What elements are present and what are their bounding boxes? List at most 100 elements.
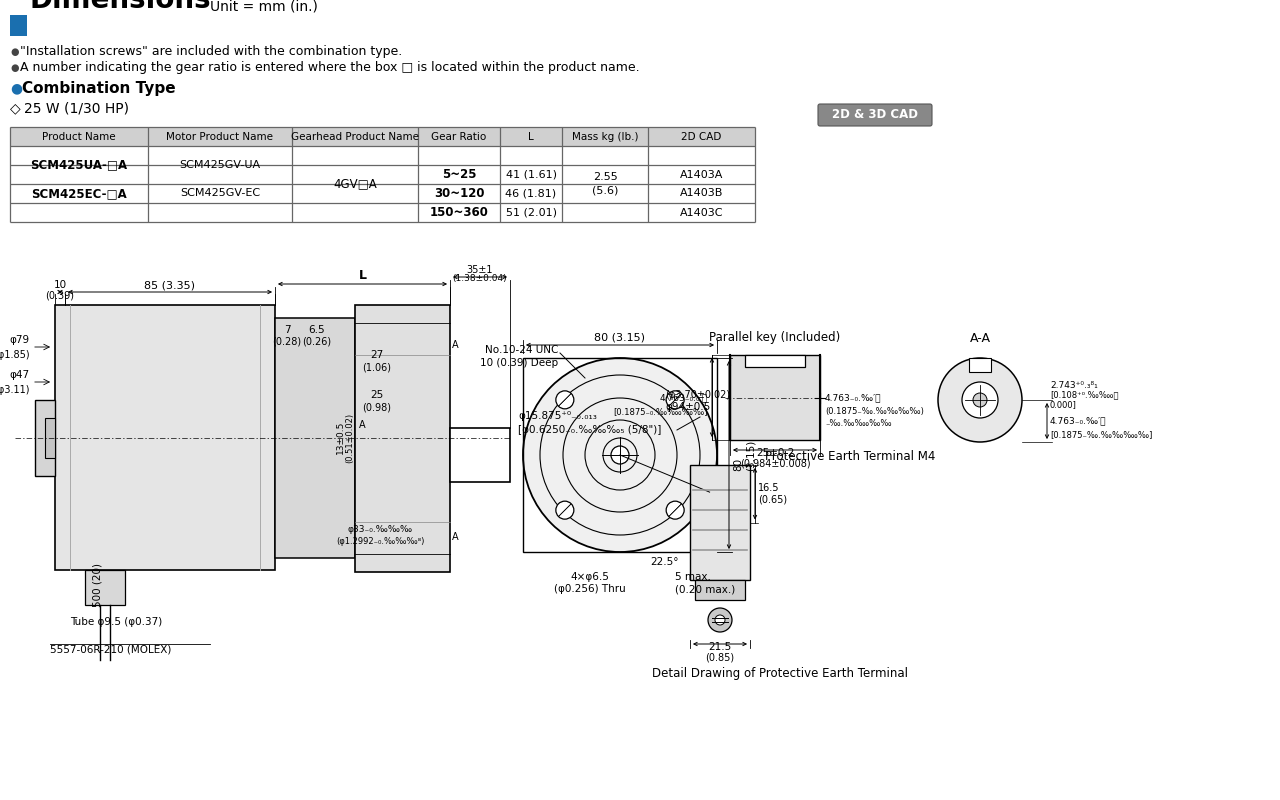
Text: 21.5: 21.5	[708, 642, 732, 652]
Text: "Installation screws" are included with the combination type.: "Installation screws" are included with …	[20, 46, 402, 58]
Text: ◇: ◇	[10, 101, 20, 115]
Text: Protective Earth Terminal M4: Protective Earth Terminal M4	[765, 450, 936, 463]
Text: (0.51±0.02): (0.51±0.02)	[346, 413, 355, 462]
Text: [φ0.6250₋₀.‰‰‰₅ (5/8")]: [φ0.6250₋₀.‰‰‰₅ (5/8")]	[518, 425, 662, 435]
Text: 4GV□A: 4GV□A	[333, 178, 376, 190]
Text: 4.763₋₀.‰′⁥: 4.763₋₀.‰′⁥	[826, 393, 882, 402]
Text: 2.55
(5.6): 2.55 (5.6)	[591, 172, 618, 196]
Text: A-A: A-A	[969, 331, 991, 345]
Bar	[730, 355, 820, 440]
Text: (φ0.256) Thru: (φ0.256) Thru	[554, 584, 626, 594]
Text: (0.1875₋‰.‰‰‰‰): (0.1875₋‰.‰‰‰‰)	[826, 407, 924, 416]
Text: SCM425UA-□A: SCM425UA-□A	[31, 158, 128, 171]
Text: 4.763₋₀.₀′⁥: 4.763₋₀.₀′⁥	[660, 393, 708, 402]
Text: 5 max.: 5 max.	[675, 572, 710, 582]
Text: [0.1875₋‰.‰‰‱‰]: [0.1875₋‰.‰‰‱‰]	[1050, 430, 1152, 439]
Text: 2D CAD: 2D CAD	[681, 133, 722, 142]
Text: (0.85): (0.85)	[705, 652, 735, 662]
Text: A1403C: A1403C	[680, 207, 723, 218]
Text: A: A	[452, 340, 458, 350]
Text: φ15.875⁺⁰₋₀.₀₁₃: φ15.875⁺⁰₋₀.₀₁₃	[518, 411, 596, 421]
Text: 16.5
(0.65): 16.5 (0.65)	[758, 482, 787, 505]
Text: 51 (2.01): 51 (2.01)	[506, 207, 557, 218]
Text: 13±0.5: 13±0.5	[335, 421, 344, 454]
Text: 6.5: 6.5	[308, 325, 325, 335]
Text: Motor Product Name: Motor Product Name	[166, 133, 274, 142]
Bar	[84, 570, 125, 605]
Text: (0.20 max.): (0.20 max.)	[675, 584, 735, 594]
Circle shape	[716, 615, 724, 625]
Circle shape	[973, 393, 987, 407]
Circle shape	[556, 501, 573, 519]
Text: (0.984±0.008): (0.984±0.008)	[740, 458, 810, 468]
Text: 80 (3.15): 80 (3.15)	[594, 332, 645, 342]
Bar	[10, 15, 27, 36]
Text: SCM425EC-□A: SCM425EC-□A	[31, 187, 127, 200]
Text: A: A	[452, 532, 458, 542]
Circle shape	[708, 608, 732, 632]
Text: (0.26): (0.26)	[302, 337, 332, 347]
Text: 500 (20): 500 (20)	[92, 563, 102, 607]
Text: (φ1.85): (φ1.85)	[0, 350, 29, 360]
Text: L: L	[529, 133, 534, 142]
Bar	[275, 318, 355, 558]
Text: L: L	[358, 269, 366, 282]
Circle shape	[524, 358, 717, 552]
Bar	[35, 399, 55, 475]
Text: 0.000]: 0.000]	[1050, 401, 1076, 410]
Text: (1.06): (1.06)	[362, 362, 392, 372]
Text: (0.39): (0.39)	[46, 290, 74, 300]
Text: ●: ●	[10, 63, 18, 73]
Text: φ33₋₀.‰‰‰: φ33₋₀.‰‰‰	[347, 526, 412, 534]
Text: (φ3.70±0.02): (φ3.70±0.02)	[666, 390, 730, 400]
Bar	[451, 428, 509, 482]
Text: 85 (3.35): 85 (3.35)	[145, 281, 196, 291]
Text: Unit = mm (in.): Unit = mm (in.)	[210, 0, 317, 14]
Text: 2.743⁺⁰.₃⁸₁: 2.743⁺⁰.₃⁸₁	[1050, 381, 1098, 390]
Bar	[55, 305, 275, 570]
Text: Mass kg (lb.): Mass kg (lb.)	[572, 133, 639, 142]
Text: [0.1875₋₀.‰‱‰‰]: [0.1875₋₀.‰‱‰‰]	[613, 407, 708, 416]
Text: 7: 7	[284, 325, 291, 335]
Bar	[355, 305, 451, 572]
Text: 10: 10	[54, 280, 67, 290]
FancyBboxPatch shape	[818, 104, 932, 126]
Text: 5~25: 5~25	[442, 168, 476, 181]
Text: [0.108⁺⁰.‰‱⁥: [0.108⁺⁰.‰‱⁥	[1050, 390, 1119, 399]
Bar	[690, 465, 750, 580]
Text: Combination Type: Combination Type	[22, 81, 175, 95]
Text: 25±0.2: 25±0.2	[755, 448, 794, 458]
Text: 25 W (1/30 HP): 25 W (1/30 HP)	[24, 101, 129, 115]
Text: Parallel key (Included): Parallel key (Included)	[709, 330, 841, 343]
Text: 22.5°: 22.5°	[650, 557, 678, 567]
Circle shape	[556, 391, 573, 409]
Text: Gear Ratio: Gear Ratio	[431, 133, 486, 142]
Text: 2D & 3D CAD: 2D & 3D CAD	[832, 109, 918, 122]
Text: (φ3.11): (φ3.11)	[0, 385, 29, 395]
Text: 5557-06R-210 (MOLEX): 5557-06R-210 (MOLEX)	[50, 645, 172, 655]
Bar	[10, 127, 755, 146]
Text: (φ1.2992₋₀.‰‰‰⁸): (φ1.2992₋₀.‰‰‰⁸)	[335, 538, 424, 546]
Text: A: A	[358, 420, 365, 430]
Text: SCM425GV-UA: SCM425GV-UA	[179, 160, 261, 170]
Circle shape	[938, 358, 1021, 442]
Text: ●: ●	[10, 47, 18, 57]
Text: 80
(3.15): 80 (3.15)	[733, 439, 755, 470]
Text: No.10-24 UNC: No.10-24 UNC	[485, 345, 558, 355]
Text: 4.763₋₀.‰′⁥: 4.763₋₀.‰′⁥	[1050, 417, 1106, 426]
Text: A1403A: A1403A	[680, 170, 723, 179]
Text: Dimensions: Dimensions	[29, 0, 211, 14]
Text: 10 (0.39) Deep: 10 (0.39) Deep	[480, 358, 558, 368]
Bar	[45, 418, 55, 458]
Text: 30~120: 30~120	[434, 187, 484, 200]
Bar	[524, 358, 717, 552]
Bar	[695, 580, 745, 600]
Text: Product Name: Product Name	[42, 133, 115, 142]
Circle shape	[611, 446, 628, 464]
Text: φ79: φ79	[10, 335, 29, 345]
Text: 27: 27	[370, 350, 384, 360]
Text: 46 (1.81): 46 (1.81)	[506, 189, 557, 198]
Bar	[745, 355, 805, 367]
Text: 25: 25	[370, 390, 384, 400]
Text: ●: ●	[10, 81, 22, 95]
